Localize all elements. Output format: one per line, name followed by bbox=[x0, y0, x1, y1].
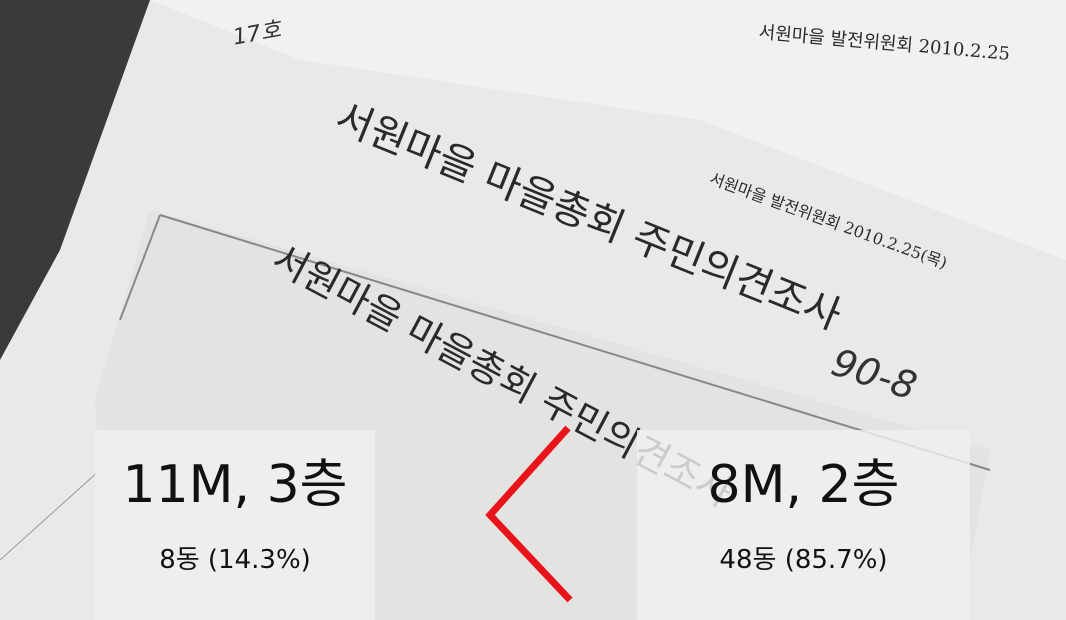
overlay-box: 11M, 3층 8동 (14.3%) bbox=[95, 430, 375, 620]
overlay-detail: 8동 (14.3%) bbox=[159, 545, 311, 575]
overlay-heading: 8M, 2층 bbox=[707, 455, 900, 515]
overlay-box: 8M, 2층 48동 (85.7%) bbox=[637, 430, 970, 620]
overlay-heading: 11M, 3층 bbox=[122, 455, 348, 515]
overlay-detail: 48동 (85.7%) bbox=[719, 545, 888, 575]
